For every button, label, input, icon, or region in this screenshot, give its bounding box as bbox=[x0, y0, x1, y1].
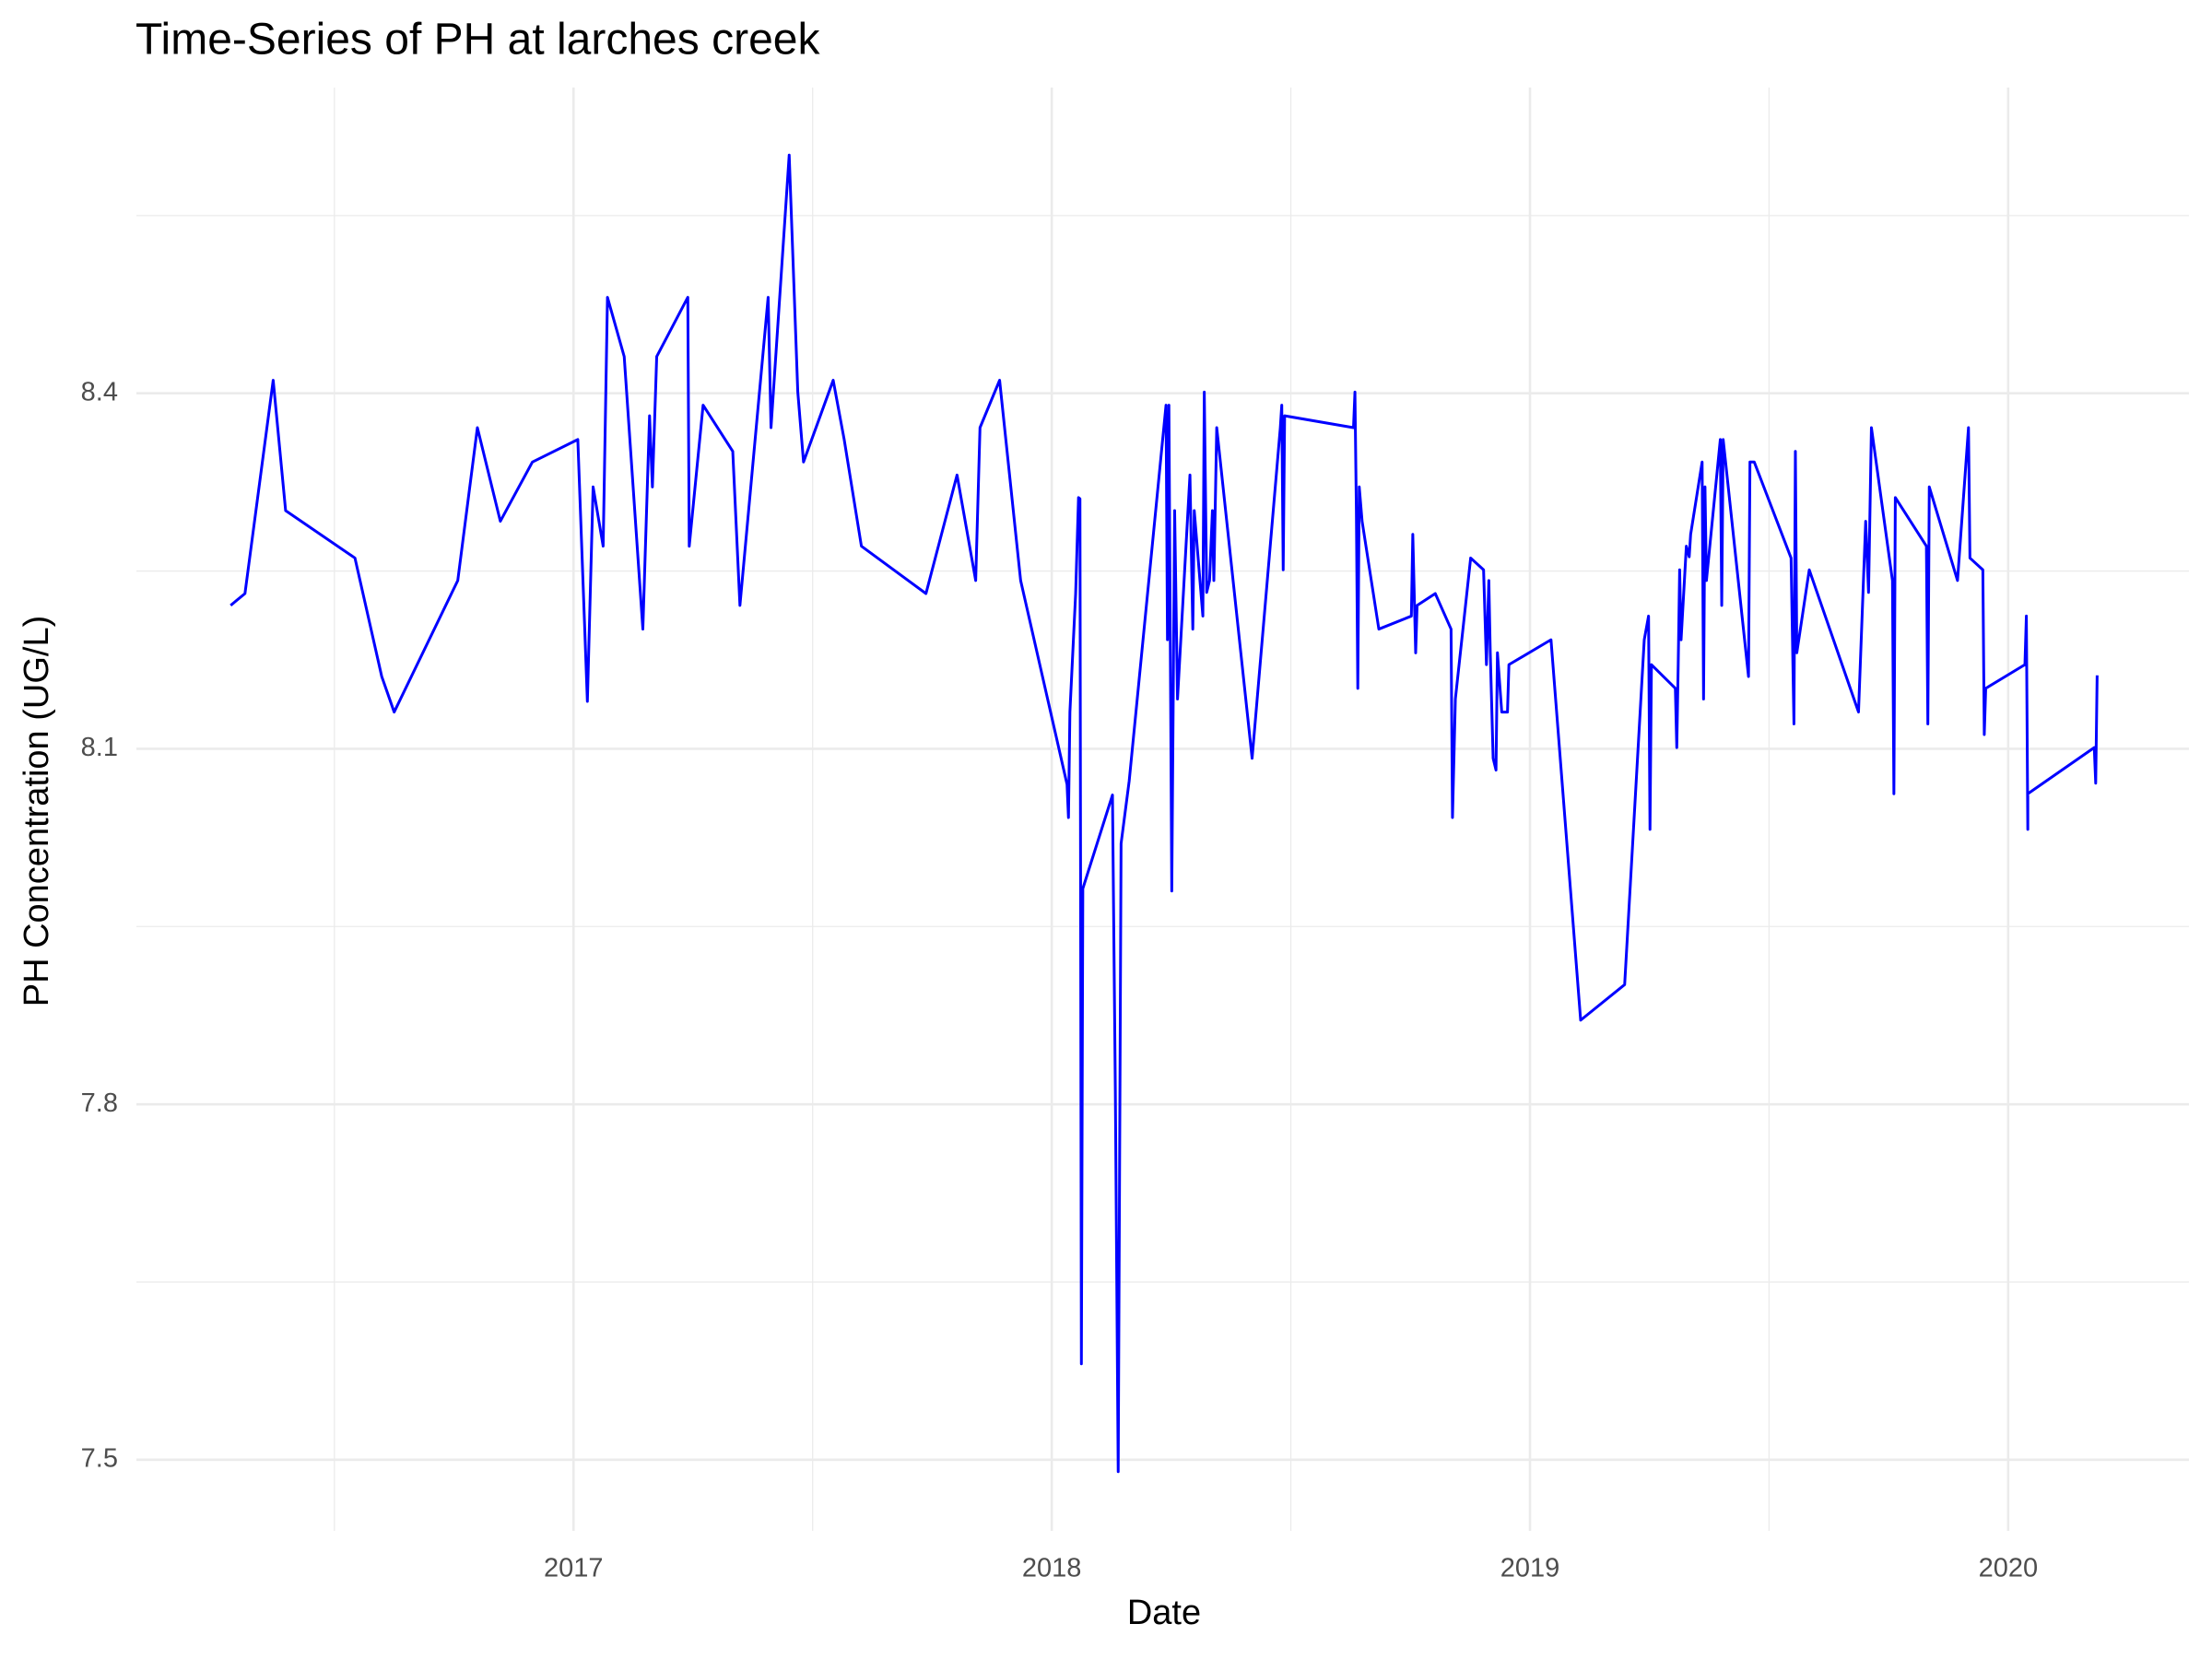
x-tick-label: 2018 bbox=[1022, 1554, 1082, 1583]
y-tick-label: 7.8 bbox=[81, 1088, 118, 1118]
x-axis-title: Date bbox=[1127, 1594, 1201, 1632]
grid bbox=[136, 88, 2189, 1531]
data-line bbox=[229, 153, 2099, 1474]
x-tick-label: 2020 bbox=[1979, 1554, 2039, 1583]
x-tick-label: 2019 bbox=[1500, 1554, 1560, 1583]
y-tick-label: 8.1 bbox=[81, 733, 118, 762]
y-tick-label: 7.5 bbox=[81, 1444, 118, 1474]
chart-title: Time-Series of PH at larches creek bbox=[135, 16, 820, 65]
y-axis-title: PH Concentration (UG/L) bbox=[18, 616, 56, 1007]
x-tick-label: 2017 bbox=[544, 1554, 604, 1583]
y-tick-label: 8.4 bbox=[81, 377, 118, 406]
